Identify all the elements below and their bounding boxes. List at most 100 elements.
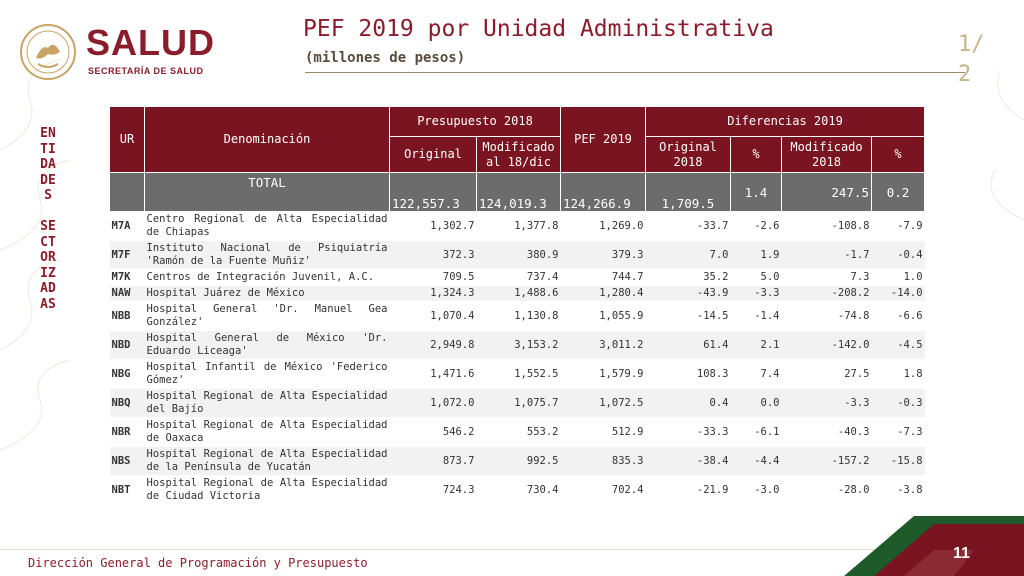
row-pct-1: -4.4 <box>730 446 782 476</box>
row-ur: NBR <box>109 417 145 447</box>
total-dif-original: 1,709.5 <box>645 172 731 212</box>
row-pct-1: -3.3 <box>730 285 782 302</box>
row-dif-original: -14.5 <box>645 301 731 331</box>
row-original: 709.5 <box>389 269 477 286</box>
row-pct-2: -14.0 <box>871 285 925 302</box>
page-subtitle: (millones de pesos) <box>305 50 466 66</box>
row-dif-modificado: -157.2 <box>781 446 872 476</box>
row-modificado: 1,552.5 <box>476 359 561 389</box>
row-pef: 3,011.2 <box>560 330 646 360</box>
budget-table: UR Denominación Presupuesto 2018 PEF 201… <box>109 106 926 505</box>
row-ur: NBT <box>109 475 145 505</box>
row-dif-original: 0.4 <box>645 388 731 418</box>
col-header-modificado: Modificado al 18/dic <box>476 136 561 173</box>
row-pef: 1,280.4 <box>560 285 646 302</box>
row-pct-1: 1.9 <box>730 240 782 270</box>
row-modificado: 553.2 <box>476 417 561 447</box>
row-modificado: 1,075.7 <box>476 388 561 418</box>
table-row: NBD Hospital General de México 'Dr. Eduar… <box>109 330 925 360</box>
side-label: EN TI DA DE S SE CT OR IZ AD AS <box>40 126 56 312</box>
row-pct-1: 7.4 <box>730 359 782 389</box>
row-pct-2: 1.8 <box>871 359 925 389</box>
row-ur: NAW <box>109 285 145 302</box>
row-modificado: 730.4 <box>476 475 561 505</box>
row-dif-original: -21.9 <box>645 475 731 505</box>
row-pef: 512.9 <box>560 417 646 447</box>
row-original: 1,471.6 <box>389 359 477 389</box>
col-header-pef-2019: PEF 2019 <box>560 106 646 173</box>
row-pct-1: -6.1 <box>730 417 782 447</box>
row-pct-1: -3.0 <box>730 475 782 505</box>
total-pct-1: 1.4 <box>730 172 782 212</box>
row-denominacion: Centros de Integración Juvenil, A.C. <box>144 269 390 286</box>
table-row: NBB Hospital General 'Dr. Manuel Gea Gonz… <box>109 301 925 331</box>
corner-decoration <box>844 516 1024 576</box>
row-dif-modificado: -40.3 <box>781 417 872 447</box>
row-dif-original: -33.7 <box>645 211 731 241</box>
row-original: 2,949.8 <box>389 330 477 360</box>
row-pct-1: 0.0 <box>730 388 782 418</box>
row-dif-modificado: -28.0 <box>781 475 872 505</box>
row-dif-modificado: -108.8 <box>781 211 872 241</box>
row-dif-modificado: -142.0 <box>781 330 872 360</box>
row-original: 372.3 <box>389 240 477 270</box>
row-modificado: 992.5 <box>476 446 561 476</box>
row-dif-modificado: -1.7 <box>781 240 872 270</box>
row-dif-modificado: -3.3 <box>781 388 872 418</box>
row-denominacion: Instituto Nacional de Psiquiatría 'Ramón… <box>144 240 390 270</box>
row-ur: NBB <box>109 301 145 331</box>
row-pct-2: -4.5 <box>871 330 925 360</box>
table-row: NBT Hospital Regional de Alta Especialida… <box>109 475 925 505</box>
row-original: 724.3 <box>389 475 477 505</box>
row-denominacion: Hospital Regional de Alta Especialidad d… <box>144 388 390 418</box>
row-original: 1,070.4 <box>389 301 477 331</box>
row-pct-2: -3.8 <box>871 475 925 505</box>
row-pct-1: -1.4 <box>730 301 782 331</box>
table-row: NBQ Hospital Regional de Alta Especialida… <box>109 388 925 418</box>
row-modificado: 3,153.2 <box>476 330 561 360</box>
col-header-diferencias-2019: Diferencias 2019 <box>644 106 926 137</box>
total-row: TOTAL 122,557.3 124,019.3 124,266.9 1,70… <box>109 172 926 212</box>
total-modificado: 124,019.3 <box>476 172 561 212</box>
row-ur: NBD <box>109 330 145 360</box>
col-header-ur: UR <box>109 106 145 173</box>
row-pef: 1,072.5 <box>560 388 646 418</box>
row-dif-original: -33.3 <box>645 417 731 447</box>
row-pef: 1,579.9 <box>560 359 646 389</box>
row-modificado: 380.9 <box>476 240 561 270</box>
row-pct-2: -7.9 <box>871 211 925 241</box>
row-denominacion: Centro Regional de Alta Especialidad de … <box>144 211 390 241</box>
total-dif-modificado: 247.5 <box>781 172 872 212</box>
row-ur: NBQ <box>109 388 145 418</box>
row-pct-1: 2.1 <box>730 330 782 360</box>
row-dif-original: 7.0 <box>645 240 731 270</box>
brand-subtitle: SECRETARÍA DE SALUD <box>88 66 204 76</box>
total-ur <box>109 172 145 212</box>
row-original: 1,324.3 <box>389 285 477 302</box>
total-pct-2: 0.2 <box>870 172 926 212</box>
row-pef: 835.3 <box>560 446 646 476</box>
row-pct-2: -7.3 <box>871 417 925 447</box>
row-original: 1,072.0 <box>389 388 477 418</box>
table-row: M7F Instituto Nacional de Psiquiatría 'Ra… <box>109 240 925 270</box>
national-seal-icon <box>20 24 76 80</box>
total-label: TOTAL <box>144 172 390 212</box>
row-dif-original: 108.3 <box>645 359 731 389</box>
row-ur: M7F <box>109 240 145 270</box>
salud-logo: SALUD SECRETARÍA DE SALUD <box>18 22 238 82</box>
col-header-pct-1: % <box>730 136 782 173</box>
row-dif-modificado: -208.2 <box>781 285 872 302</box>
title-divider <box>305 72 965 73</box>
row-original: 1,302.7 <box>389 211 477 241</box>
page-title: PEF 2019 por Unidad Administrativa <box>303 16 774 42</box>
row-ur: NBG <box>109 359 145 389</box>
row-dif-modificado: -74.8 <box>781 301 872 331</box>
row-modificado: 1,130.8 <box>476 301 561 331</box>
row-original: 546.2 <box>389 417 477 447</box>
col-header-original: Original <box>389 136 477 173</box>
row-dif-original: -38.4 <box>645 446 731 476</box>
row-dif-original: -43.9 <box>645 285 731 302</box>
total-pef: 124,266.9 <box>560 172 646 212</box>
row-dif-original: 35.2 <box>645 269 731 286</box>
row-dif-modificado: 7.3 <box>781 269 872 286</box>
